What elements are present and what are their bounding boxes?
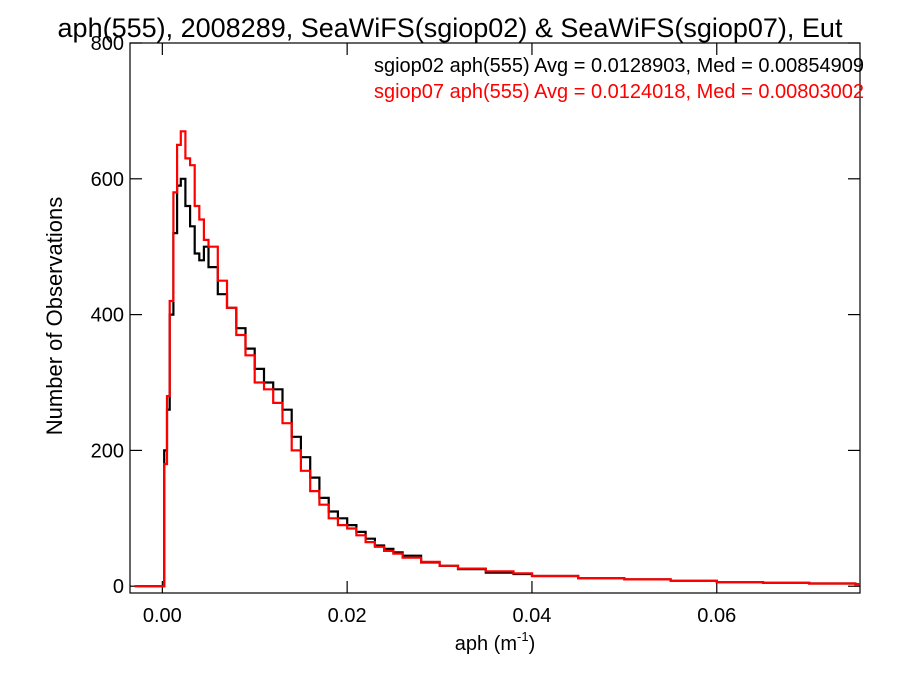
y-tick-label: 800 bbox=[91, 33, 124, 55]
y-tick-label: 200 bbox=[91, 440, 124, 462]
x-tick-label: 0.04 bbox=[512, 605, 551, 627]
y-tick-label: 400 bbox=[91, 305, 124, 327]
x-axis-label-close: ) bbox=[529, 633, 536, 655]
x-axis-label-exponent: -1 bbox=[517, 629, 529, 644]
y-tick-label: 0 bbox=[113, 576, 124, 598]
axis-ticks: 0.00 0.02 0.04 0.06 0 200 400 600 800 bbox=[91, 33, 860, 627]
x-tick-label: 0.00 bbox=[143, 605, 182, 627]
plot-frame bbox=[129, 42, 861, 594]
x-tick-label: 0.06 bbox=[697, 605, 736, 627]
stats-annotation: sgiop07 aph(555) Avg = 0.0124018, Med = … bbox=[374, 81, 864, 103]
y-axis-label: Number of Observations bbox=[42, 197, 67, 435]
series-layer bbox=[134, 130, 860, 588]
x-tick-label: 0.02 bbox=[328, 605, 367, 627]
annotation-layer: sgiop02 aph(555) Avg = 0.0128903, Med = … bbox=[374, 55, 864, 103]
series-line-sgiop07 bbox=[134, 130, 860, 588]
x-axis-label: aph (m-1) bbox=[455, 629, 535, 655]
stats-annotation: sgiop02 aph(555) Avg = 0.0128903, Med = … bbox=[374, 55, 864, 77]
series-line-sgiop02 bbox=[134, 177, 860, 588]
y-tick-label: 600 bbox=[91, 169, 124, 191]
chart-title: aph(555), 2008289, SeaWiFS(sgiop02) & Se… bbox=[58, 13, 843, 43]
x-axis-label-text: aph (m bbox=[455, 633, 517, 655]
